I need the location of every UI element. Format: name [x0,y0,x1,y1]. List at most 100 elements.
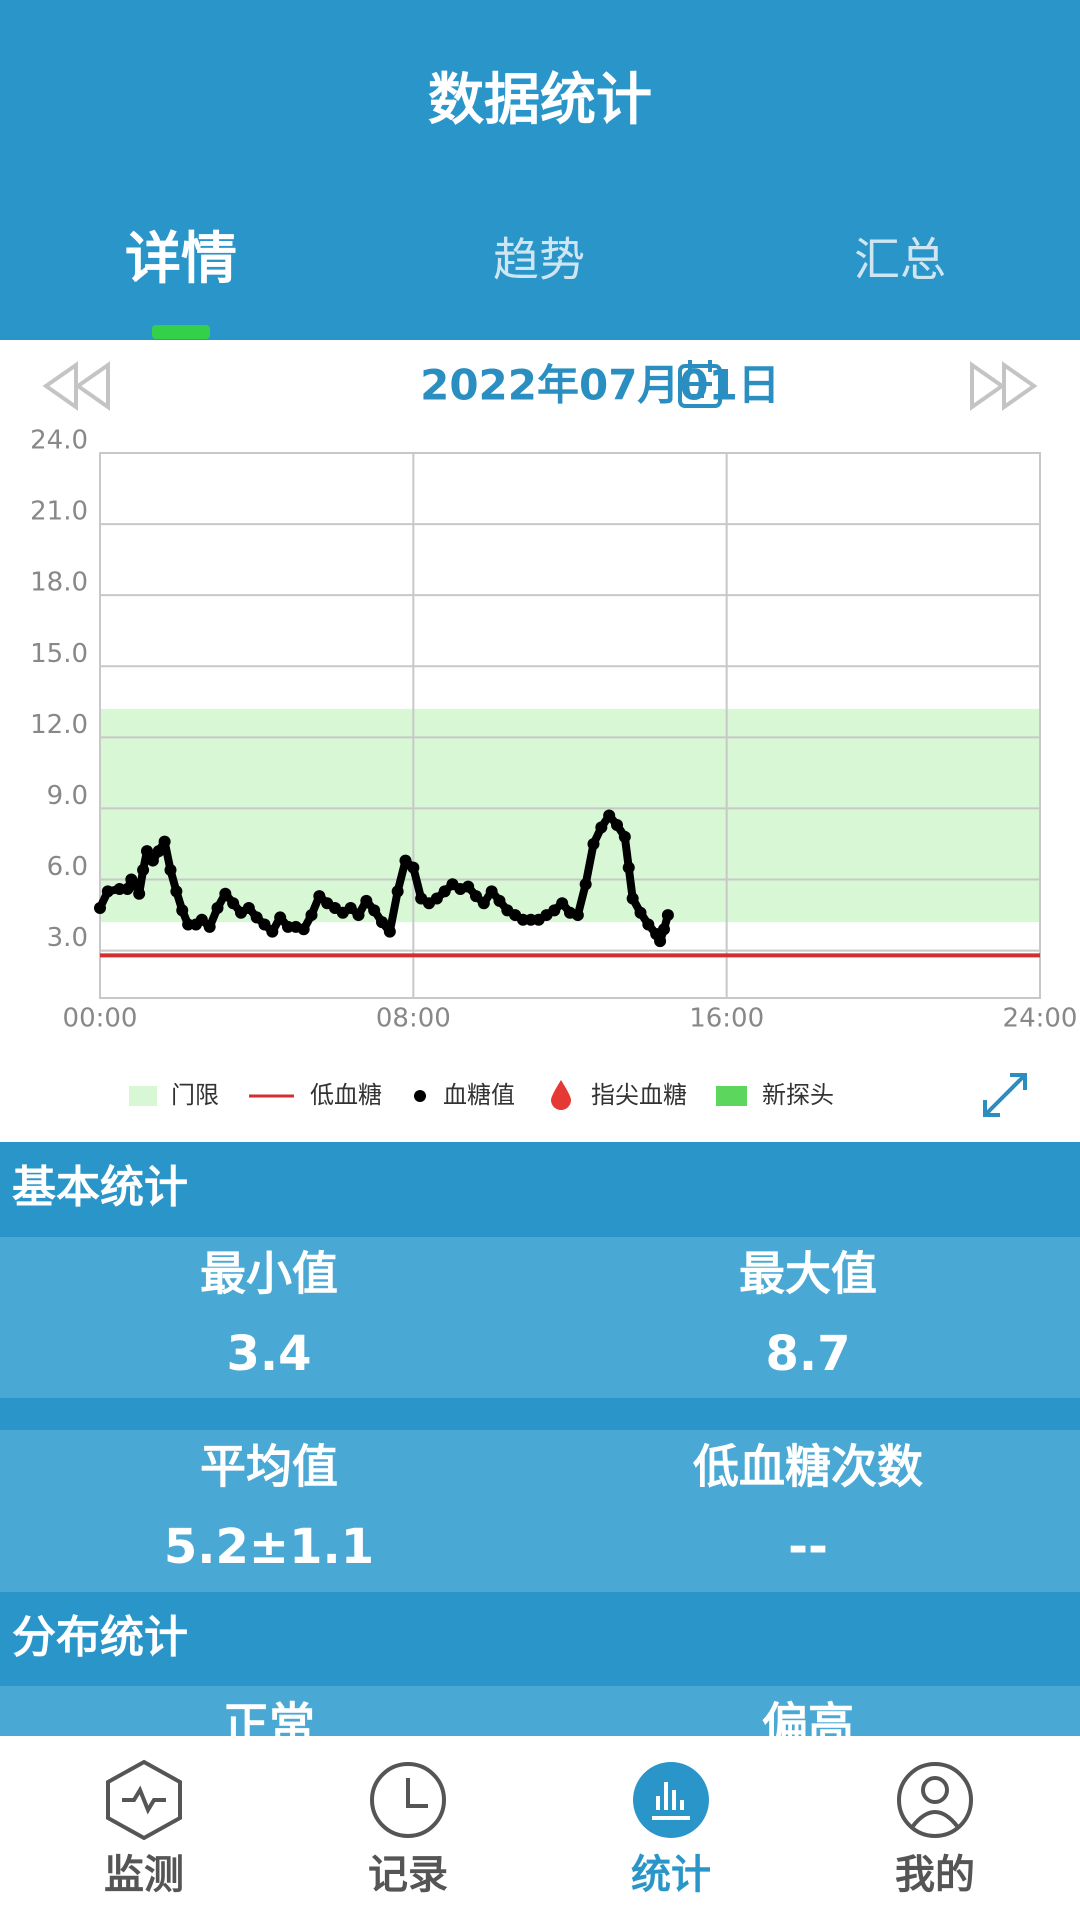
glucose-point [654,935,667,948]
glucose-point [250,911,263,924]
tab[interactable]: 趋势 [493,233,585,287]
glucose-point [642,918,655,931]
threshold-band [100,708,1040,923]
nav-icon[interactable] [370,1762,446,1838]
section-title: 分布统计 [12,1612,188,1663]
glucose-point [485,885,498,898]
stat-value: 3.4 [226,1326,311,1382]
y-tick-label: 6.0 [47,852,88,882]
nav-icon[interactable] [106,1759,182,1841]
stat-label: 最大值 [739,1247,877,1301]
section-bg [0,1592,1080,1686]
glucose-point [258,918,271,931]
page-title: 数据统计 [428,68,652,133]
glucose-point [360,894,373,907]
glucose-point [146,854,159,867]
nav-icon[interactable] [897,1762,973,1838]
y-tick-label: 21.0 [30,497,88,527]
glucose-point [618,830,631,843]
glucose-point [493,894,506,907]
x-tick-label: 24:00 [1003,1004,1078,1034]
stat-row-bg [0,1430,1080,1592]
next-day[interactable] [970,361,1038,411]
glucose-point [133,887,146,900]
legend-swatch [129,1086,157,1106]
glucose-point [399,854,412,867]
bottom-nav [0,1736,1080,1920]
legend-label: 新探头 [762,1081,834,1109]
tab[interactable]: 汇总 [854,233,946,287]
nav-icon[interactable] [633,1762,709,1838]
y-tick-label: 18.0 [30,568,88,598]
section-title: 基本统计 [12,1162,188,1213]
stat-sep [0,1398,1080,1430]
x-tick-label: 08:00 [376,1004,451,1034]
legend-label: 门限 [171,1081,219,1109]
x-tick-label: 16:00 [689,1004,764,1034]
x-tick-label: 00:00 [63,1004,138,1034]
glucose-point [407,861,420,874]
glucose-point [242,901,255,914]
glucose-point [129,878,142,891]
glucose-point [622,861,635,874]
glucose-point [266,925,279,938]
nav-label[interactable]: 我的 [895,1852,975,1898]
tab[interactable]: 详情 [125,227,237,292]
glucose-point [462,880,475,893]
glucose-point [611,819,623,832]
glucose-point [94,901,106,914]
glucose-point [391,885,404,898]
y-tick-label: 9.0 [47,781,88,811]
y-tick-label: 3.0 [47,923,88,953]
stat-value: 8.7 [765,1326,850,1382]
stat-value: -- [788,1519,828,1575]
glucose-point [203,920,216,933]
glucose-point [603,809,616,822]
glucose-point [164,864,177,877]
glucose-point [438,885,451,898]
glucose-point [571,909,584,922]
stat-row-bg [0,1237,1080,1398]
glucose-point [274,911,287,924]
legend-label: 血糖值 [443,1081,515,1109]
nav-label[interactable]: 记录 [368,1852,448,1898]
glucose-point [634,906,647,919]
legend-label: 指尖血糖 [591,1081,687,1109]
prev-day[interactable] [42,361,110,411]
glucose-point [383,925,396,938]
legend-swatch [716,1086,747,1106]
stat-value: 5.2±1.1 [164,1519,374,1575]
glucose-point [297,923,310,936]
glucose-point [368,904,381,917]
glucose-point [626,892,639,905]
calendar-icon[interactable] [678,360,722,408]
y-tick-label: 24.0 [30,426,88,456]
expand-icon[interactable] [983,1073,1027,1117]
legend-swatch [551,1080,571,1110]
glucose-point [219,887,232,900]
glucose-point [152,845,165,858]
section-bg [0,1142,1080,1237]
glucose-point [556,897,569,910]
glucose-point [548,904,561,917]
tab-indicator [152,325,210,339]
header-bg [0,0,1080,340]
stat-label: 低血糖次数 [693,1440,923,1494]
nav-label[interactable]: 监测 [104,1852,184,1898]
legend-swatch [414,1090,426,1102]
date-label[interactable]: 2022年07月01日 [420,361,780,410]
glucose-point [352,909,365,922]
stat-label: 平均值 [200,1440,338,1494]
glucose-point [658,923,670,936]
glucose-point [176,904,189,917]
glucose-point [195,913,208,926]
y-tick-label: 12.0 [30,710,88,740]
glucose-point [305,909,318,922]
nav-label[interactable]: 统计 [631,1852,711,1898]
legend-label: 低血糖 [310,1081,382,1109]
glucose-point [344,901,357,914]
glucose-point [137,864,150,877]
glucose-point [477,897,490,910]
